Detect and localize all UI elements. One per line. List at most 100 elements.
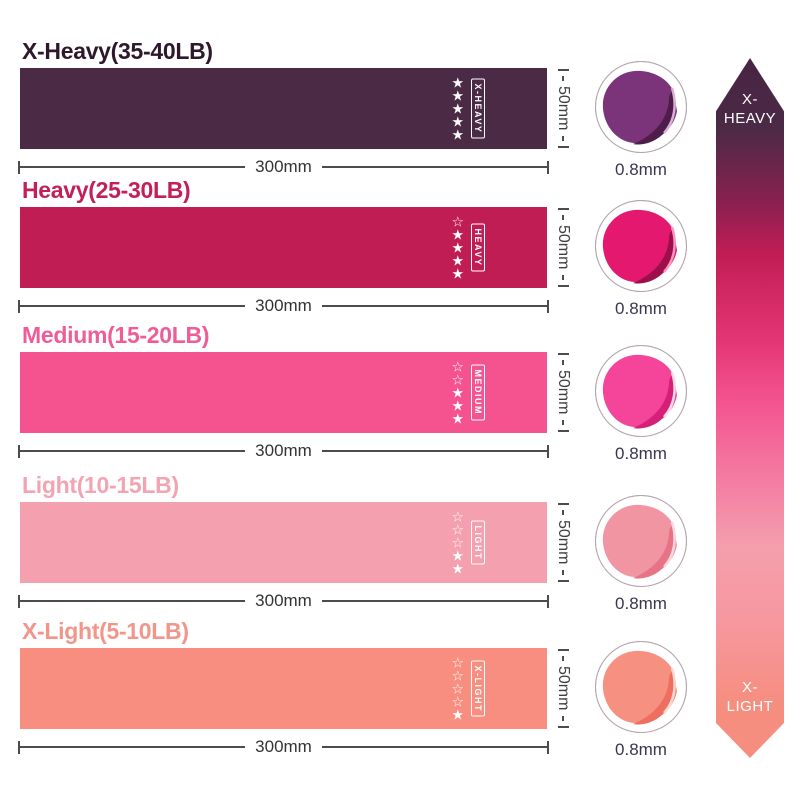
scale-top-label-line2: HEAVY: [723, 110, 777, 127]
band-mark: ☆ ☆ ☆ ☆ ★ X-LIGHT: [451, 655, 485, 721]
length-dimension-label: 300mm: [255, 157, 312, 176]
thickness-label: 0.8mm: [615, 299, 667, 318]
width-dimension: 50mm: [552, 69, 574, 148]
band-thickness-edge: [663, 371, 676, 418]
dimension-line: [321, 305, 547, 307]
scale-top-label-line1: X-: [742, 91, 758, 108]
band-row-medium: Medium(15-20LB) ☆ ☆ ★ ★ ★ MEDIUM 50mm 30…: [0, 322, 800, 467]
length-dimension-label: 300mm: [255, 296, 312, 315]
dimension-cap: [557, 503, 569, 505]
band-row-heavy: Heavy(25-30LB) ☆ ★ ★ ★ ★ HEAVY 50mm 300m…: [0, 177, 800, 322]
dimension-line: [321, 166, 547, 168]
band-fold-face: [602, 354, 677, 428]
band-fold-photo-circle: [595, 641, 687, 733]
dimension-tick: [18, 299, 20, 313]
dimension-stub: [562, 274, 564, 280]
width-dimension-label: 50mm: [555, 86, 572, 131]
dimension-cap: [557, 208, 569, 210]
width-dimension-label: 50mm: [555, 370, 572, 415]
circle-frame: [595, 345, 687, 437]
band-level-label: LIGHT: [471, 520, 485, 565]
dimension-line: [20, 166, 246, 168]
dimension-tick: [547, 160, 549, 174]
scale-top-label: X- HEAVY: [716, 90, 784, 128]
band-level-label: X-LIGHT: [471, 660, 485, 717]
dimension-tick: [547, 740, 549, 754]
dimension-stub: [562, 215, 564, 221]
band-fold-face: [602, 70, 677, 144]
resistance-band-swatch: ☆ ☆ ☆ ☆ ★ X-LIGHT: [20, 648, 547, 729]
scale-bottom-label-line2: LIGHT: [726, 698, 774, 715]
band-title: Medium(15-20LB): [22, 322, 210, 348]
band-title: Light(10-15LB): [22, 472, 179, 498]
thickness-label: 0.8mm: [615, 594, 667, 613]
dimension-cap: [557, 429, 569, 432]
dimension-stub: [562, 715, 564, 721]
resistance-band-swatch: ☆ ☆ ★ ★ ★ MEDIUM: [20, 352, 547, 433]
band-fold-face: [602, 209, 677, 283]
resistance-scale-arrow: X- HEAVY X- LIGHT: [716, 58, 784, 758]
width-dimension: 50mm: [552, 208, 574, 287]
length-dimension: 300mm: [18, 591, 549, 610]
band-title: X-Heavy(35-40LB): [22, 38, 213, 64]
dimension-cap: [557, 69, 569, 71]
band-thickness-edge: [663, 667, 676, 714]
dimension-line: [321, 600, 547, 602]
band-row-x-light: X-Light(5-10LB) ☆ ☆ ☆ ☆ ★ X-LIGHT 50mm 3…: [0, 618, 800, 763]
dimension-tick: [18, 160, 20, 174]
band-level-label: HEAVY: [471, 223, 485, 272]
dimension-stub: [562, 510, 564, 516]
thickness-label: 0.8mm: [615, 740, 667, 759]
dimension-tick: [18, 594, 20, 608]
dimension-line: [20, 600, 246, 602]
band-thickness-edge: [663, 87, 676, 134]
band-level-label: MEDIUM: [471, 364, 485, 421]
circle-frame: [595, 641, 687, 733]
band-mark: ☆ ★ ★ ★ ★ HEAVY: [451, 213, 485, 281]
width-dimension-label: 50mm: [555, 520, 572, 565]
band-row-light: Light(10-15LB) ☆ ☆ ☆ ★ ★ LIGHT 50mm 300m…: [0, 472, 800, 617]
length-dimension: 300mm: [18, 737, 549, 756]
dimension-cap: [557, 579, 569, 582]
dimension-tick: [547, 594, 549, 608]
resistance-band-swatch: ☆ ★ ★ ★ ★ HEAVY: [20, 207, 547, 288]
dimension-tick: [547, 444, 549, 458]
thickness-label: 0.8mm: [615, 160, 667, 179]
dimension-cap: [557, 725, 569, 728]
width-dimension-label: 50mm: [555, 666, 572, 711]
band-mark: ★ ★ ★ ★ ★ X-HEAVY: [451, 74, 485, 142]
star-rating: ☆ ☆ ☆ ★ ★: [451, 508, 464, 576]
length-dimension: 300mm: [18, 441, 549, 460]
width-dimension-label: 50mm: [555, 225, 572, 270]
circle-frame: [595, 61, 687, 153]
band-fold-face: [602, 650, 677, 724]
length-dimension-label: 300mm: [255, 591, 312, 610]
length-dimension-label: 300mm: [255, 737, 312, 756]
width-dimension: 50mm: [552, 353, 574, 432]
band-mark: ☆ ☆ ☆ ★ ★ LIGHT: [451, 508, 485, 576]
thickness-label: 0.8mm: [615, 444, 667, 463]
star-rating: ★ ★ ★ ★ ★: [451, 74, 464, 142]
band-title: Heavy(25-30LB): [22, 177, 191, 203]
band-fold-photo-circle: [595, 200, 687, 292]
dimension-cap: [557, 284, 569, 287]
band-title: X-Light(5-10LB): [22, 618, 189, 644]
star-rating: ☆ ★ ★ ★ ★: [451, 213, 464, 281]
band-fold-photo-circle: [595, 345, 687, 437]
band-fold-face: [602, 504, 677, 578]
width-dimension: 50mm: [552, 503, 574, 582]
band-level-label: X-HEAVY: [471, 78, 485, 139]
dimension-stub: [562, 360, 564, 366]
scale-bottom-label: X- LIGHT: [716, 678, 784, 716]
band-mark: ☆ ☆ ★ ★ ★ MEDIUM: [451, 358, 485, 426]
length-dimension: 300mm: [18, 157, 549, 176]
dimension-tick: [547, 299, 549, 313]
resistance-band-swatch: ★ ★ ★ ★ ★ X-HEAVY: [20, 68, 547, 149]
dimension-line: [321, 450, 547, 452]
dimension-cap: [557, 145, 569, 148]
band-thickness-edge: [663, 226, 676, 273]
band-thickness-edge: [663, 521, 676, 568]
star-rating: ☆ ☆ ★ ★ ★: [451, 358, 464, 426]
dimension-stub: [562, 76, 564, 82]
band-fold-photo-circle: [595, 495, 687, 587]
